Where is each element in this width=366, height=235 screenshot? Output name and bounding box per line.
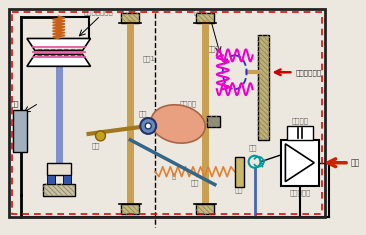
Bar bbox=[63, 175, 71, 184]
Text: 轴: 轴 bbox=[172, 173, 176, 179]
Bar bbox=[9, 9, 325, 217]
Bar bbox=[122, 204, 139, 214]
Bar bbox=[235, 157, 244, 187]
Text: 杆杗2: 杆杗2 bbox=[208, 45, 221, 52]
Bar bbox=[122, 13, 139, 23]
Circle shape bbox=[140, 118, 156, 134]
Text: 平板: 平板 bbox=[11, 100, 19, 107]
Text: 弹簧: 弹簧 bbox=[191, 180, 199, 186]
Text: 气动薄膜调节阀: 气动薄膜调节阀 bbox=[83, 9, 113, 15]
Polygon shape bbox=[27, 39, 90, 50]
Bar bbox=[12, 12, 322, 214]
Text: 压力信号输入: 压力信号输入 bbox=[295, 69, 322, 76]
Bar bbox=[207, 116, 220, 127]
Circle shape bbox=[96, 131, 105, 141]
Bar bbox=[47, 175, 55, 184]
Circle shape bbox=[145, 123, 151, 129]
Text: 偏心凸轮: 偏心凸轮 bbox=[180, 100, 197, 107]
Bar bbox=[13, 110, 27, 152]
Text: 挡板: 挡板 bbox=[234, 187, 243, 193]
Polygon shape bbox=[27, 54, 90, 66]
Bar bbox=[258, 35, 269, 140]
Bar bbox=[287, 126, 313, 140]
Ellipse shape bbox=[151, 105, 205, 143]
Bar bbox=[47, 163, 71, 175]
Bar bbox=[43, 184, 75, 196]
Text: 平板: 平板 bbox=[11, 100, 19, 107]
Text: 滚轮: 滚轮 bbox=[139, 110, 147, 117]
Text: 恒节流孔: 恒节流孔 bbox=[292, 117, 309, 124]
Text: 气源: 气源 bbox=[351, 158, 360, 167]
Bar bbox=[281, 140, 319, 186]
Bar bbox=[196, 204, 214, 214]
Text: 噴喴: 噴喴 bbox=[249, 145, 257, 151]
Bar bbox=[196, 13, 214, 23]
Text: 波纹管: 波纹管 bbox=[194, 9, 206, 15]
Text: 杆杗1: 杆杗1 bbox=[142, 55, 155, 62]
Text: 气动放大器: 气动放大器 bbox=[290, 190, 311, 196]
Text: 搓杆: 搓杆 bbox=[91, 143, 100, 149]
